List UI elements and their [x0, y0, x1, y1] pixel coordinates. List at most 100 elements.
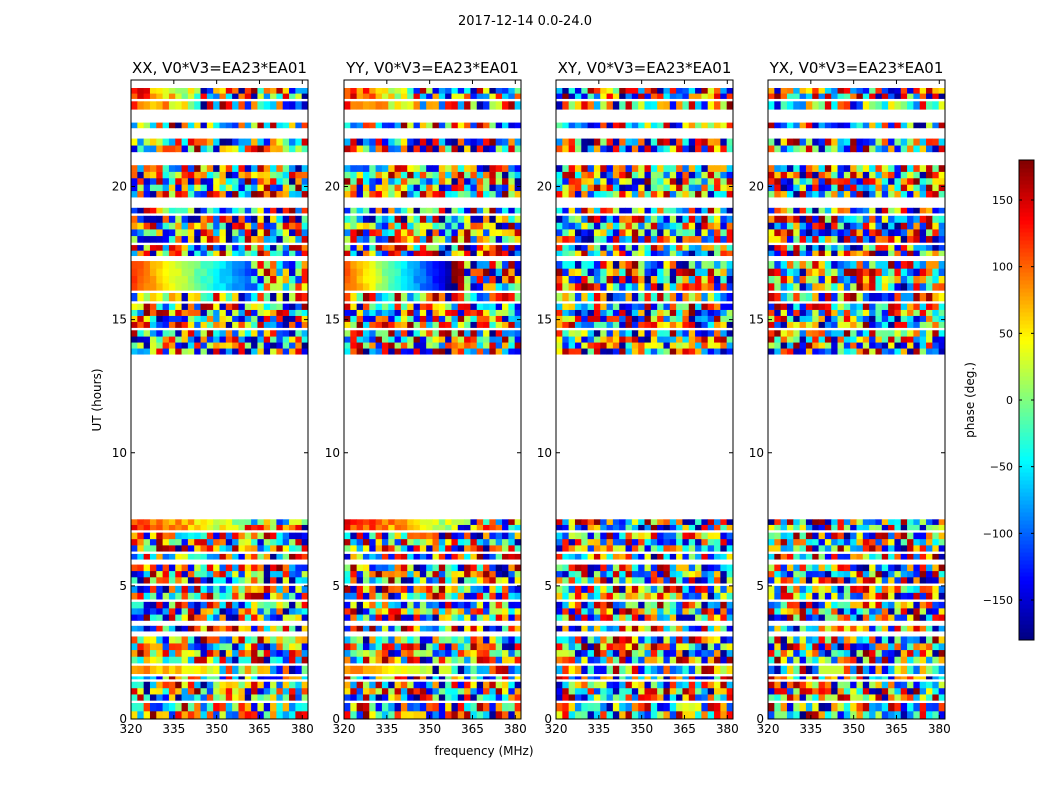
phase-cell [282, 321, 290, 328]
phase-cell [600, 577, 607, 584]
phase-cell [149, 321, 157, 328]
phase-cell [650, 711, 658, 720]
phase-cell [219, 177, 227, 185]
phase-cell [187, 177, 195, 185]
phase-cell [149, 592, 157, 600]
phase-cell [438, 229, 446, 237]
phase-cell [181, 676, 189, 680]
phase-cell [483, 190, 490, 198]
phase-cell [720, 235, 728, 243]
phase-cell [162, 577, 170, 584]
phase-cell [695, 681, 702, 689]
phase-cell [381, 93, 389, 99]
phase-cell [669, 336, 677, 343]
phase-cell [187, 207, 195, 214]
phase-cell [413, 101, 421, 110]
phase-cell [619, 636, 626, 644]
phase-cell [375, 348, 383, 355]
phase-cell [356, 268, 364, 276]
phase-cell [619, 538, 626, 546]
phase-cell [413, 665, 421, 675]
phase-cell [282, 283, 290, 291]
phase-cell [400, 138, 408, 146]
phase-cell [344, 261, 351, 269]
phase-cell [451, 665, 459, 675]
phase-cell [625, 336, 633, 343]
phase-cell [638, 93, 645, 99]
phase-cell [344, 577, 351, 584]
phase-cell [581, 138, 589, 146]
phase-cell [251, 703, 258, 712]
phase-cell [289, 268, 296, 276]
phase-cell [495, 138, 503, 146]
phase-cell [502, 184, 509, 192]
phase-cell [445, 261, 452, 269]
phase-cell [663, 283, 671, 291]
phase-cell [206, 229, 214, 237]
phase-cell [938, 703, 946, 712]
phase-cell [350, 190, 358, 198]
phase-cell [600, 283, 607, 291]
phase-cell [612, 601, 620, 609]
phase-cell [593, 293, 601, 302]
phase-cell [625, 315, 633, 322]
phase-cell [194, 321, 201, 328]
phase-cell [612, 519, 620, 525]
phase-cell [831, 681, 838, 689]
phase-cell [476, 145, 484, 153]
phase-cell [213, 235, 220, 243]
phase-cell [295, 694, 303, 701]
phase-cell [381, 703, 389, 712]
phase-cell [489, 177, 497, 185]
phase-cell [720, 545, 728, 552]
phase-cell [162, 222, 170, 230]
phase-cell [175, 649, 182, 657]
phase-cell [793, 681, 801, 689]
phase-cell [631, 293, 639, 302]
phase-cell [581, 268, 589, 276]
phase-cell [780, 711, 788, 720]
phase-cell [631, 138, 639, 146]
phase-cell [232, 184, 239, 192]
phase-cell [413, 656, 421, 664]
phase-cell [407, 564, 414, 572]
phase-cell [276, 330, 284, 337]
phase-cell [232, 293, 239, 302]
phase-cell [606, 101, 614, 110]
phase-cell [400, 564, 408, 572]
phase-cell [394, 145, 402, 153]
phase-cell [714, 545, 721, 552]
phase-cell [238, 190, 246, 198]
phase-cell [625, 656, 633, 664]
phase-cell [257, 330, 265, 337]
phase-cell [587, 122, 595, 129]
phase-cell [175, 577, 182, 584]
phase-cell [688, 138, 696, 146]
phase-cell [619, 235, 626, 243]
phase-cell [168, 570, 176, 578]
phase-cell [225, 309, 233, 316]
phase-cell [631, 177, 639, 185]
phase-cell [568, 342, 576, 349]
phase-cell [476, 564, 484, 572]
phase-cell [625, 545, 633, 552]
phase-cell [650, 614, 658, 621]
phase-cell [508, 177, 516, 185]
phase-cell [143, 532, 151, 540]
phase-cell [200, 608, 208, 615]
phase-cell [168, 177, 176, 185]
phase-cell [508, 184, 516, 192]
phase-cell [301, 592, 309, 600]
phase-cell [270, 585, 277, 593]
phase-cell [394, 681, 402, 689]
phase-cell [200, 625, 208, 632]
phase-cell [301, 553, 309, 560]
phase-cell [143, 585, 151, 593]
phase-cell [657, 524, 664, 531]
phase-cell [701, 342, 709, 349]
phase-cell [143, 177, 151, 185]
phase-cell [556, 309, 563, 316]
phase-cell [168, 93, 176, 99]
phase-cell [244, 348, 252, 355]
phase-cell [350, 608, 358, 615]
